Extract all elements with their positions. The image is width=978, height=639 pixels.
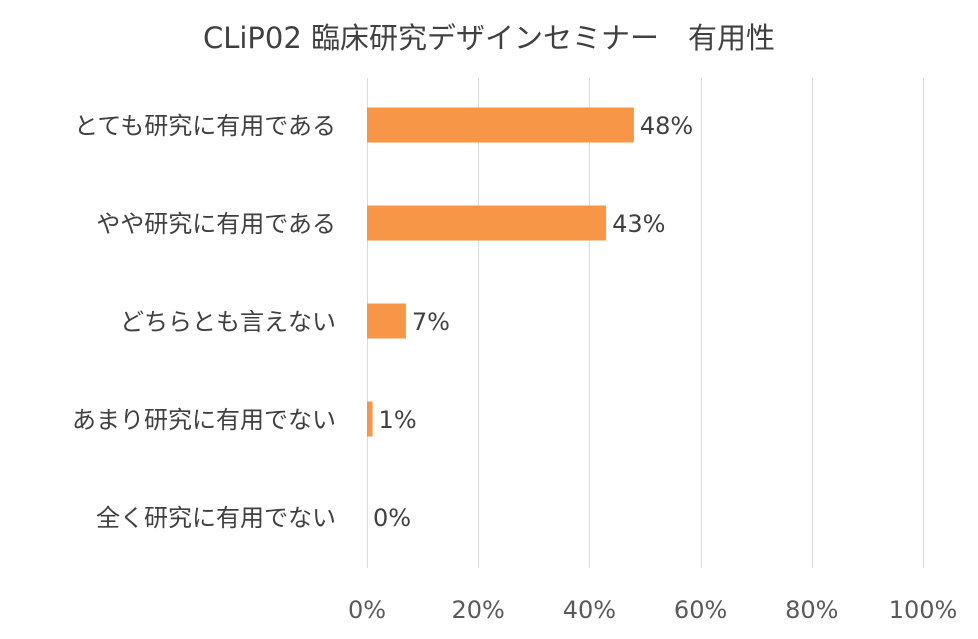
chart-title: CLiP02 臨床研究デザインセミナー 有用性 bbox=[203, 21, 775, 55]
data-labels: 48% 43% 7% 1% 0% bbox=[373, 112, 693, 532]
category-label: 全く研究に有用でない bbox=[96, 504, 336, 532]
category-label: どちらとも言えない bbox=[120, 308, 336, 336]
x-tick-label: 80% bbox=[785, 596, 838, 624]
data-label: 48% bbox=[640, 112, 693, 140]
gridlines bbox=[367, 78, 924, 568]
x-axis-tick-labels: 0% 20% 40% 60% 80% 100% bbox=[348, 596, 957, 624]
x-tick-label: 100% bbox=[889, 596, 958, 624]
bar bbox=[367, 107, 634, 143]
data-label: 7% bbox=[412, 308, 450, 336]
category-labels: とても研究に有用であるやや研究に有用であるどちらとも言えないあまり研究に有用でな… bbox=[72, 112, 336, 532]
bar bbox=[367, 205, 607, 241]
x-tick-label: 20% bbox=[452, 596, 505, 624]
bar bbox=[367, 401, 373, 437]
category-label: あまり研究に有用でない bbox=[72, 406, 336, 434]
category-label: やや研究に有用である bbox=[96, 210, 336, 238]
x-tick-label: 40% bbox=[563, 596, 616, 624]
x-tick-label: 60% bbox=[674, 596, 727, 624]
data-label: 0% bbox=[373, 504, 411, 532]
data-label: 43% bbox=[612, 210, 665, 238]
data-label: 1% bbox=[379, 406, 417, 434]
x-tick-label: 0% bbox=[348, 596, 386, 624]
bar bbox=[367, 303, 406, 339]
category-label: とても研究に有用である bbox=[74, 112, 336, 140]
bars bbox=[367, 107, 634, 437]
